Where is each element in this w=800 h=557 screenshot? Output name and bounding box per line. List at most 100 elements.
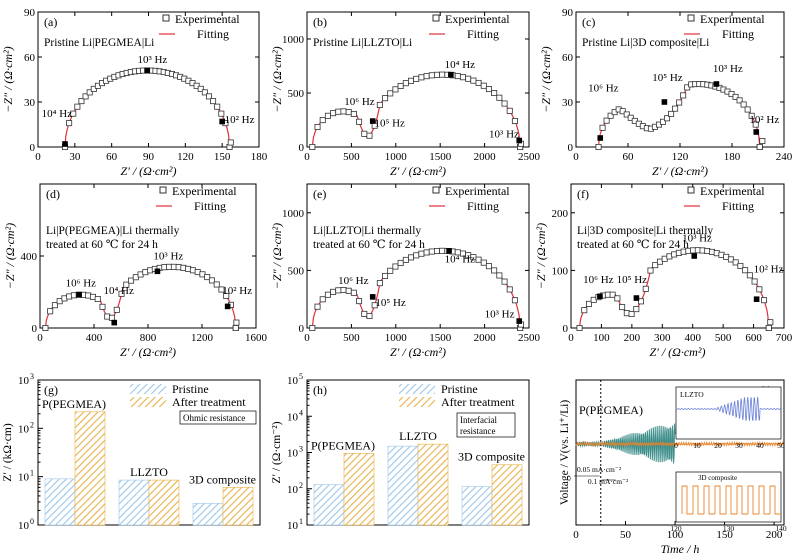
data-point: [330, 110, 337, 117]
series-label-peo: P(PEGMEA): [579, 403, 643, 417]
category-label: LLZTO: [399, 429, 437, 443]
x-tick-label: 50: [620, 529, 632, 541]
data-point: [428, 72, 435, 79]
inset-llzto-frame: [675, 386, 782, 440]
sample-note: Li|LLZTO|Li thermally: [313, 225, 421, 237]
data-point: [382, 272, 389, 279]
data-point: [123, 281, 130, 288]
sample-note: Pristine Li|PEGMEA|Li: [44, 37, 154, 49]
data-point: [413, 75, 420, 82]
data-point: [376, 101, 383, 108]
data-point: [350, 289, 357, 296]
panel-label: (a): [44, 15, 57, 29]
x-tick-label: 600: [745, 332, 762, 344]
frequency-marker: [144, 67, 151, 74]
y-tick-label: 0: [299, 142, 305, 154]
category-label: 3D composite: [458, 450, 525, 464]
panel-label: (h): [313, 383, 327, 397]
data-point: [356, 118, 363, 125]
y-axis-label: Z′ / (kΩ·cm): [2, 423, 14, 481]
frequency-label: 10⁶ Hz: [588, 83, 619, 95]
data-point: [376, 280, 383, 287]
plot-frame: [306, 183, 530, 329]
y-tick-label: 0: [563, 323, 569, 335]
data-point: [128, 277, 135, 284]
data-point: [387, 267, 394, 274]
frequency-marker: [753, 129, 760, 135]
y-axis-label: −Z″ / (Ω·cm²): [539, 46, 553, 112]
data-point: [330, 288, 337, 295]
current-label-1: 0.05 mA·cm⁻²: [577, 465, 622, 474]
data-point: [345, 287, 352, 294]
data-point: [423, 249, 430, 256]
data-point: [205, 93, 212, 100]
frequency-label: 10³ Hz: [713, 63, 743, 75]
bar-after-treatment: [417, 443, 449, 526]
data-point: [47, 308, 54, 315]
data-point: [619, 304, 626, 311]
data-point: [737, 262, 744, 269]
sample-note: Pristine Li|3D composite|Li: [582, 37, 709, 49]
y-axis-label: −Z″ / (Ω·cm²): [270, 46, 284, 112]
inset-llzto-tick: 10: [693, 441, 701, 450]
y-tick-exp: 4: [299, 408, 303, 417]
frequency-label: 10³ Hz: [489, 128, 519, 140]
y-tick-label: 0: [30, 142, 36, 154]
x-tick-label: 1200: [191, 332, 214, 344]
data-point: [428, 248, 435, 255]
data-point: [86, 89, 93, 96]
x-axis-label: Z′ / (Ω·cm²): [650, 345, 706, 359]
y-axis-label: −Z″ / (Ω·cm²): [534, 223, 548, 289]
sample-note-2: treated at 60 ℃ for 24 h: [46, 239, 158, 251]
x-tick-label: 90: [143, 151, 155, 163]
category-label: P(PEGMEA): [311, 438, 375, 452]
x-tick-label: 2500: [518, 151, 541, 163]
y-tick-label: 0: [32, 323, 38, 335]
bar-after-treatment: [148, 479, 180, 526]
x-tick-label: 500: [343, 332, 360, 344]
data-point: [501, 100, 508, 107]
frequency-label: 10⁶ Hz: [66, 278, 97, 290]
data-point: [511, 297, 518, 304]
data-point: [402, 256, 409, 263]
data-point: [642, 285, 649, 292]
frequency-label: 10⁵ Hz: [374, 117, 405, 129]
x-tick-label: 0: [573, 529, 579, 541]
plot-frame: [570, 183, 785, 329]
x-tick-label: 30: [69, 151, 81, 163]
x-tick-label: 120: [672, 151, 689, 163]
x-tick-label: 240: [776, 151, 793, 163]
x-tick-label: 0: [568, 332, 574, 344]
data-point: [109, 314, 116, 321]
data-point: [595, 143, 602, 150]
data-point: [324, 291, 331, 298]
data-point: [227, 139, 234, 146]
frequency-marker: [448, 71, 454, 78]
panel-label: (f): [577, 187, 589, 201]
data-point: [614, 295, 621, 302]
data-point: [335, 108, 342, 115]
data-point: [765, 324, 772, 331]
data-point: [744, 106, 751, 113]
frequency-marker: [753, 296, 760, 302]
y-tick-exp: 2: [299, 481, 303, 490]
y-tick-exp: 2: [30, 420, 34, 429]
frequency-label: 10⁴ Hz: [103, 285, 134, 297]
data-point: [491, 267, 498, 274]
y-axis-label: Voltage / V(vs. Li⁺/Li): [559, 400, 571, 505]
data-point: [208, 277, 215, 284]
legend-marker: [432, 14, 440, 22]
data-point: [356, 298, 363, 305]
x-axis-label: Z′ / (Ω·cm²): [121, 164, 177, 178]
x-tick-label: 100: [593, 332, 610, 344]
sample-note: Pristine Li|LLZTO|Li: [313, 37, 412, 49]
x-tick-label: 400: [684, 332, 701, 344]
data-point: [475, 79, 482, 86]
data-point: [633, 306, 640, 313]
frequency-label: 10³ Hz: [682, 233, 712, 245]
frequency-label: 10³ Hz: [137, 54, 167, 66]
inset-3d-tick: 130: [723, 524, 735, 533]
y-tick-exp: 5: [299, 372, 303, 381]
legend-experimental: Experimental: [172, 184, 237, 198]
